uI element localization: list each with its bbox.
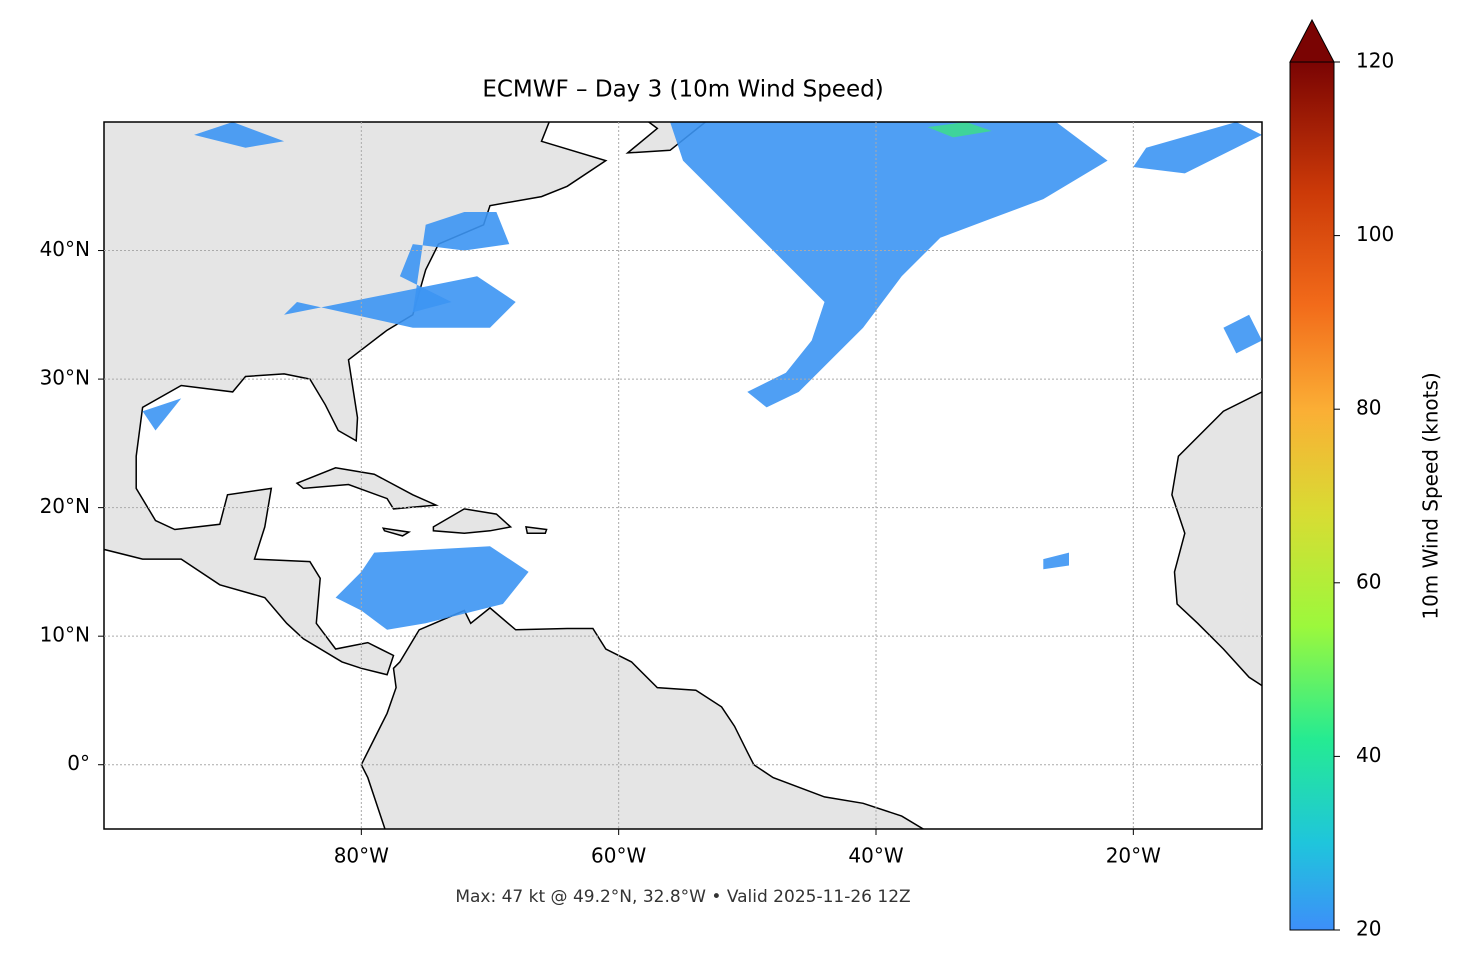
x-tick-label: 40°W (848, 844, 903, 868)
land (525, 526, 548, 535)
map-layer (104, 122, 1262, 829)
wind-field (142, 398, 182, 431)
land (432, 508, 513, 535)
x-tick-label: 20°W (1106, 844, 1161, 868)
wind-field (1043, 552, 1069, 570)
land (295, 467, 439, 510)
colorbar-tick-label: 40 (1356, 743, 1381, 767)
colorbar-tick-label: 100 (1356, 222, 1394, 246)
chart-title: ECMWF – Day 3 (10m Wind Speed) (482, 77, 883, 103)
land (360, 606, 925, 829)
colorbar-label: 10m Wind Speed (knots) (1419, 372, 1443, 619)
wind-field (284, 276, 516, 328)
x-tick-label: 60°W (591, 844, 646, 868)
colorbar-tick-label: 20 (1356, 917, 1381, 941)
land (381, 527, 412, 537)
y-tick-label: 10°N (40, 623, 90, 647)
plot-frame (103, 121, 1263, 830)
wind-field (335, 546, 529, 630)
colorbar-extend (1289, 18, 1335, 63)
colorbar-tick-label: 60 (1356, 569, 1381, 593)
y-tick-label: 40°N (40, 237, 90, 261)
wind-max (927, 122, 992, 138)
wind-field (194, 122, 285, 148)
annotation: Max: 47 kt @ 49.2°N, 32.8°W • Valid 2025… (455, 887, 910, 907)
y-tick-label: 30°N (40, 366, 90, 390)
x-tick-label: 80°W (334, 844, 389, 868)
colorbar (1289, 61, 1335, 931)
y-tick-label: 0° (67, 751, 90, 775)
colorbar-tick-label: 120 (1356, 49, 1394, 73)
wind-field (1133, 122, 1262, 174)
wind-field (670, 122, 1108, 408)
land (1171, 391, 1262, 687)
wind-field (1223, 314, 1262, 354)
y-tick-label: 20°N (40, 494, 90, 518)
colorbar-tick-label: 80 (1356, 396, 1381, 420)
wind-field (399, 212, 510, 313)
